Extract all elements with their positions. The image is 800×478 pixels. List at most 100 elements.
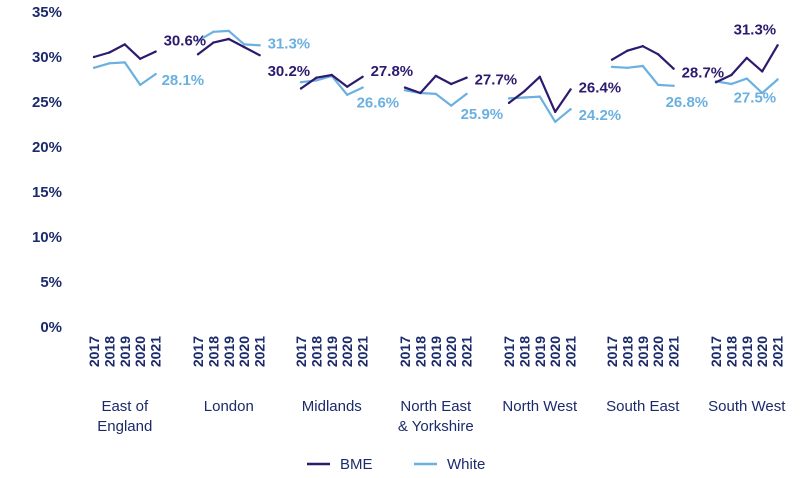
white-series-line: [404, 89, 468, 107]
white-series-point: [507, 97, 511, 100]
bme-series-point: [657, 53, 660, 56]
white-data-label: 24.2%: [579, 107, 622, 124]
x-tick-year-label: 2018: [723, 336, 739, 367]
white-series-point: [154, 72, 157, 76]
white-series-point: [403, 89, 407, 92]
bme-data-label: 28.7%: [682, 65, 725, 82]
white-series-point: [672, 84, 675, 88]
x-tick-year-label: 2019: [739, 336, 755, 367]
white-series-point: [258, 44, 261, 47]
white-series-point: [196, 39, 200, 42]
bme-series-point: [641, 45, 644, 48]
bme-series-point: [123, 43, 127, 46]
bme-series-point: [299, 87, 303, 90]
bme-series-point: [258, 54, 261, 57]
white-series-point: [108, 62, 111, 65]
x-tick-year-label: 2017: [397, 336, 413, 367]
bme-data-label: 30.6%: [164, 33, 207, 50]
bme-series-line: [197, 37, 261, 57]
x-tick-year-label: 2019: [428, 336, 444, 367]
bme-data-label: 27.7%: [475, 72, 518, 89]
x-tick-year-label: 2019: [635, 336, 651, 367]
white-series-point: [465, 92, 468, 96]
bme-series-point: [419, 91, 422, 95]
white-series-line: [93, 61, 157, 87]
region-label: East of: [101, 398, 149, 415]
bme-data-label: 30.2%: [268, 63, 311, 80]
y-tick-label: 5%: [40, 274, 62, 291]
white-series-point: [610, 65, 614, 69]
bme-series-point: [108, 51, 111, 54]
bme-series-point: [243, 45, 246, 49]
x-tick-year-label: 2021: [252, 336, 268, 367]
x-tick-year-label: 2020: [650, 336, 666, 367]
bme-series-line: [404, 74, 468, 95]
bme-series-point: [523, 90, 526, 93]
white-data-label: 28.1%: [162, 72, 205, 89]
x-tick-year-label: 2017: [501, 336, 517, 367]
bme-series-point: [154, 50, 157, 53]
bme-series-point: [196, 53, 200, 56]
x-tick-year-label: 2018: [412, 336, 428, 367]
bme-series-point: [361, 75, 364, 79]
x-tick-year-label: 2019: [117, 336, 133, 367]
x-tick-year-label: 2020: [754, 336, 770, 367]
bme-series-point: [672, 67, 675, 70]
white-series-point: [641, 64, 644, 68]
white-series-point: [299, 81, 303, 84]
region-label: England: [97, 418, 152, 435]
white-data-label: 25.9%: [461, 106, 504, 123]
white-series-point: [569, 108, 572, 111]
white-data-label: 27.5%: [734, 90, 777, 107]
white-data-label: 31.3%: [268, 35, 311, 52]
legend-white-label: White: [447, 456, 485, 473]
x-tick-year-label: 2017: [604, 336, 620, 367]
y-tick-label: 15%: [32, 184, 62, 201]
white-series-point: [450, 104, 453, 107]
white-series-point: [243, 43, 246, 46]
white-series-point: [730, 82, 733, 86]
bme-series-point: [761, 70, 764, 73]
x-tick-year-label: 2020: [236, 336, 252, 367]
bme-data-label: 31.3%: [734, 21, 777, 38]
x-tick-year-label: 2018: [205, 336, 221, 367]
white-series-point: [554, 120, 557, 124]
bme-series-point: [554, 110, 557, 114]
white-series-point: [434, 92, 437, 96]
bme-series-point: [330, 73, 333, 77]
bme-data-label: 27.8%: [371, 63, 414, 80]
x-tick-year-label: 2019: [221, 336, 237, 367]
x-tick-year-label: 2018: [619, 336, 635, 367]
white-series-point: [776, 78, 779, 81]
bme-series-point: [92, 55, 96, 59]
white-series-line: [300, 74, 364, 96]
bme-series-point: [465, 76, 468, 79]
bme-series-point: [450, 82, 453, 86]
white-series-point: [227, 29, 230, 33]
region-label: North East: [400, 398, 472, 415]
x-tick-year-label: 2019: [532, 336, 548, 367]
y-tick-label: 10%: [32, 229, 62, 246]
bme-series-point: [626, 49, 629, 52]
white-series-point: [745, 77, 748, 80]
x-tick-year-label: 2020: [132, 336, 148, 367]
bme-series-point: [403, 86, 407, 89]
white-series-line: [611, 64, 674, 87]
bme-series-point: [714, 81, 718, 84]
bme-series-point: [227, 37, 230, 41]
y-tick-label: 30%: [32, 49, 62, 66]
x-tick-year-label: 2020: [339, 336, 355, 367]
white-data-label: 26.6%: [357, 95, 400, 112]
region-label: South West: [708, 398, 786, 415]
x-tick-year-label: 2017: [708, 336, 724, 367]
white-series-point: [92, 66, 96, 70]
x-tick-year-label: 2019: [324, 336, 340, 367]
x-tick-year-label: 2021: [563, 336, 579, 367]
white-series-point: [139, 83, 142, 87]
bme-series-line: [93, 43, 157, 60]
bme-series-point: [569, 88, 572, 91]
bme-series-point: [346, 85, 349, 88]
white-series-point: [523, 96, 526, 99]
